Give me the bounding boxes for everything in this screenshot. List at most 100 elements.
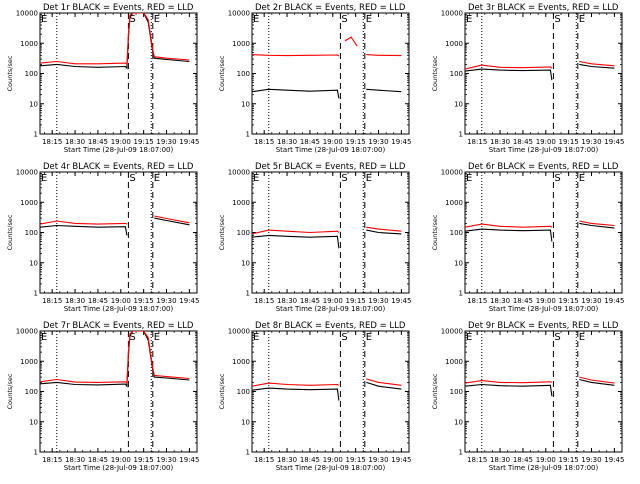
y-axis-label: Counts/sec bbox=[6, 373, 14, 409]
marker-flare-label: S bbox=[341, 14, 347, 25]
y-axis-label: Counts/sec bbox=[218, 55, 226, 91]
x-tick-label: 19:15 bbox=[559, 456, 579, 464]
y-tick-label: 1 bbox=[34, 290, 38, 298]
series-line-lld bbox=[252, 382, 340, 387]
marker-start-label: E bbox=[466, 332, 472, 343]
x-tick-label: 18:15 bbox=[467, 456, 487, 464]
y-axis-label: Counts/sec bbox=[218, 373, 226, 409]
panel-title: Det 1r BLACK = Events, RED = LLD bbox=[43, 3, 194, 13]
y-tick-label: 1000 bbox=[232, 199, 250, 207]
plot-frame bbox=[39, 330, 198, 453]
x-tick-label: 19:15 bbox=[134, 138, 154, 146]
y-tick-label: 10000 bbox=[16, 10, 38, 18]
series-line-lld bbox=[40, 13, 190, 66]
plot-frame bbox=[39, 171, 198, 294]
y-tick-label: 10000 bbox=[441, 328, 463, 336]
panel-det-4: Det 4r BLACK = Events, RED = LLD Counts/s… bbox=[6, 162, 199, 313]
x-tick-label: 19:45 bbox=[179, 297, 199, 305]
y-tick-label: 1000 bbox=[232, 358, 250, 366]
x-tick-label: 19:15 bbox=[346, 456, 366, 464]
series-line-events bbox=[465, 68, 553, 81]
x-tick-label: 19:00 bbox=[536, 456, 556, 464]
x-tick-label: 19:15 bbox=[346, 297, 366, 305]
y-tick-label: 100 bbox=[237, 388, 250, 396]
marker-flare-label: S bbox=[129, 173, 135, 184]
y-tick-label: 100 bbox=[25, 229, 38, 237]
x-tick-label: 18:45 bbox=[88, 456, 108, 464]
x-tick-label: 19:15 bbox=[134, 297, 154, 305]
y-tick-label: 100 bbox=[237, 70, 250, 78]
panel-title: Det 8r BLACK = Events, RED = LLD bbox=[255, 321, 406, 331]
series-group bbox=[40, 331, 190, 388]
plot-frame bbox=[251, 12, 410, 135]
panel-det-9: Det 9r BLACK = Events, RED = LLD Counts/s… bbox=[431, 321, 624, 472]
marker-start-label: E bbox=[466, 14, 472, 25]
x-tick-label: 19:00 bbox=[323, 297, 343, 305]
x-tick-label: 18:15 bbox=[467, 138, 487, 146]
y-axis-label: Counts/sec bbox=[431, 55, 439, 91]
y-tick-label: 10 bbox=[241, 100, 250, 108]
series-line-lld bbox=[465, 223, 553, 228]
panel-det-6: Det 6r BLACK = Events, RED = LLD Counts/s… bbox=[431, 162, 624, 313]
x-tick-label: 19:00 bbox=[536, 138, 556, 146]
series-line-lld bbox=[465, 64, 553, 70]
series-line-lld bbox=[579, 60, 615, 67]
y-tick-label: 1000 bbox=[445, 199, 463, 207]
y-tick-label: 100 bbox=[25, 388, 38, 396]
x-tick-label: 19:30 bbox=[156, 138, 176, 146]
panel-det-1: Det 1r BLACK = Events, RED = LLD Counts/s… bbox=[6, 3, 199, 154]
x-axis-label: Start Time (28-Jul-09 18:07:00) bbox=[276, 464, 386, 472]
x-tick-label: 18:15 bbox=[42, 456, 62, 464]
series-line-events bbox=[40, 224, 128, 236]
x-tick-label: 18:45 bbox=[88, 138, 108, 146]
y-tick-label: 1 bbox=[246, 449, 250, 457]
y-tick-label: 10 bbox=[454, 418, 463, 426]
plot-frame bbox=[464, 171, 623, 294]
series-line-lld bbox=[252, 54, 340, 57]
x-tick-label: 18:45 bbox=[300, 456, 320, 464]
series-group bbox=[465, 376, 615, 397]
x-tick-label: 19:45 bbox=[604, 297, 624, 305]
x-tick-label: 18:30 bbox=[490, 456, 510, 464]
y-axis-label: Counts/sec bbox=[6, 55, 14, 91]
marker-flare-label: S bbox=[341, 332, 347, 343]
series-line-lld bbox=[366, 54, 402, 57]
marker-flare-label: S bbox=[554, 332, 560, 343]
y-tick-label: 10000 bbox=[228, 169, 250, 177]
y-tick-label: 10 bbox=[241, 259, 250, 267]
y-tick-label: 10000 bbox=[228, 328, 250, 336]
y-tick-label: 1 bbox=[246, 290, 250, 298]
series-line-lld bbox=[40, 220, 128, 225]
marker-end-label: E bbox=[154, 14, 160, 25]
x-tick-label: 18:15 bbox=[254, 297, 274, 305]
y-tick-label: 1 bbox=[459, 131, 463, 139]
series-line-lld bbox=[344, 36, 358, 47]
marker-end-label: E bbox=[579, 14, 585, 25]
marker-flare-label: S bbox=[554, 173, 560, 184]
marker-start-label: E bbox=[41, 14, 47, 25]
panel-title: Det 4r BLACK = Events, RED = LLD bbox=[43, 162, 194, 172]
series-group bbox=[252, 226, 402, 249]
y-tick-label: 100 bbox=[237, 229, 250, 237]
panel-det-8: Det 8r BLACK = Events, RED = LLD Counts/s… bbox=[218, 321, 411, 472]
marker-flare-label: S bbox=[129, 332, 135, 343]
panel-det-5: Det 5r BLACK = Events, RED = LLD Counts/s… bbox=[218, 162, 411, 313]
x-axis-label: Start Time (28-Jul-09 18:07:00) bbox=[64, 464, 174, 472]
marker-start-label: E bbox=[253, 332, 259, 343]
y-tick-label: 1000 bbox=[445, 358, 463, 366]
x-axis-label: Start Time (28-Jul-09 18:07:00) bbox=[64, 305, 174, 313]
marker-end-label: E bbox=[366, 14, 372, 25]
x-tick-label: 19:45 bbox=[391, 456, 411, 464]
y-tick-label: 1000 bbox=[20, 199, 38, 207]
marker-flare-label: S bbox=[341, 173, 347, 184]
y-tick-label: 10000 bbox=[441, 10, 463, 18]
x-tick-label: 19:00 bbox=[111, 297, 131, 305]
plot-frame bbox=[464, 12, 623, 135]
x-tick-label: 18:30 bbox=[277, 138, 297, 146]
y-tick-label: 1 bbox=[459, 449, 463, 457]
marker-end-label: E bbox=[154, 332, 160, 343]
marker-end-label: E bbox=[579, 173, 585, 184]
y-tick-label: 10000 bbox=[16, 328, 38, 336]
x-tick-label: 18:15 bbox=[42, 297, 62, 305]
marker-flare-label: S bbox=[554, 14, 560, 25]
